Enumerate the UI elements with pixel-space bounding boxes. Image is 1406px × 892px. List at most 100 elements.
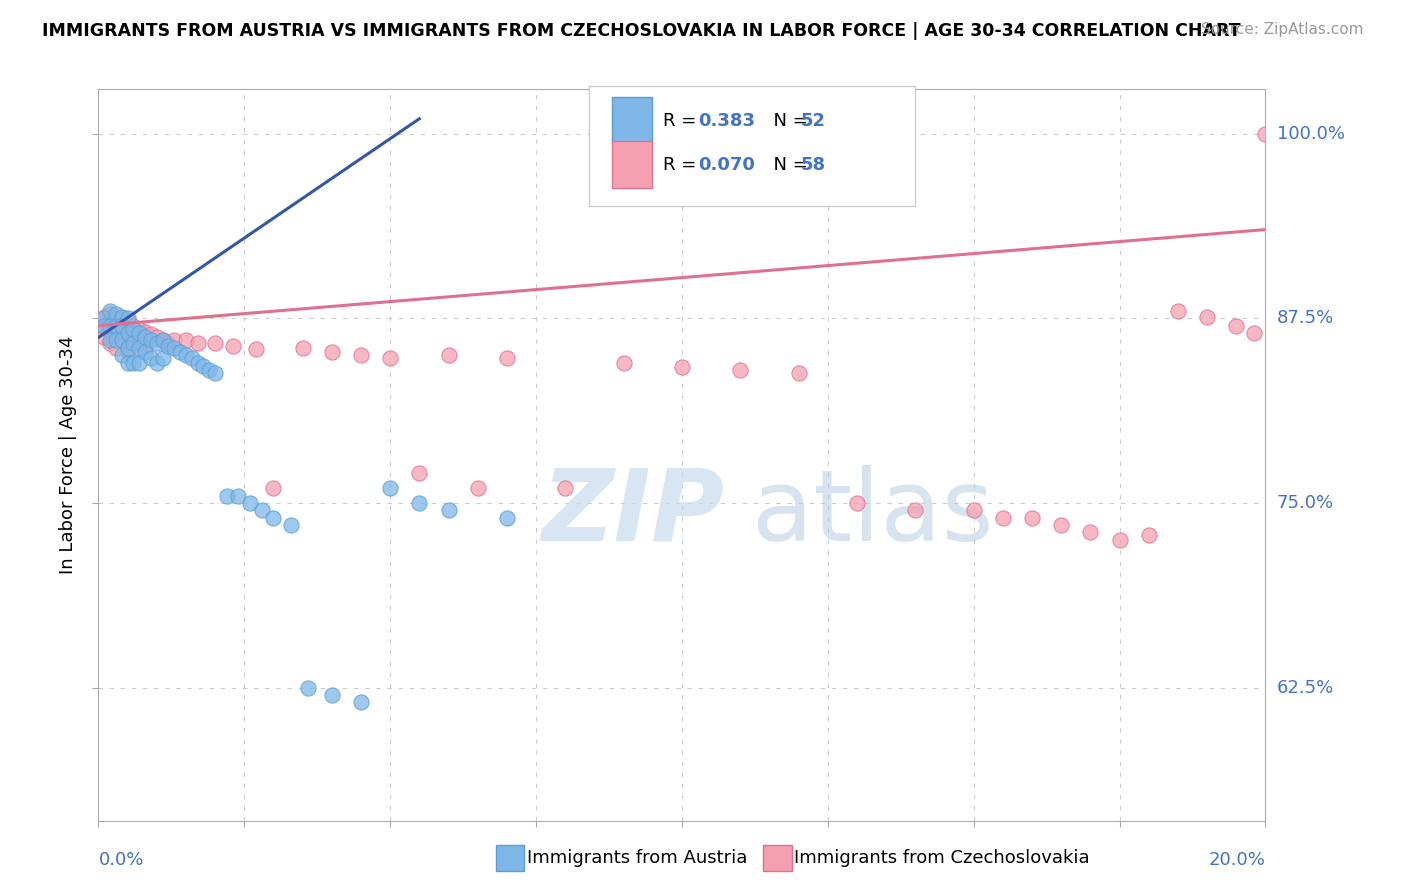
Point bbox=[139, 327, 162, 342]
Point bbox=[111, 348, 134, 362]
Point bbox=[221, 339, 243, 353]
Point bbox=[437, 503, 460, 517]
Point bbox=[98, 307, 121, 321]
Point bbox=[139, 351, 162, 365]
Point bbox=[297, 681, 319, 695]
Point bbox=[157, 336, 180, 351]
Point bbox=[180, 351, 202, 365]
Point bbox=[98, 303, 121, 318]
Text: N =: N = bbox=[762, 112, 814, 129]
Point bbox=[122, 355, 145, 369]
Point bbox=[146, 355, 169, 369]
Point bbox=[98, 321, 121, 335]
Point bbox=[198, 363, 221, 377]
Text: 58: 58 bbox=[801, 155, 827, 174]
Point bbox=[93, 330, 115, 344]
Y-axis label: In Labor Force | Age 30-34: In Labor Force | Age 30-34 bbox=[59, 335, 77, 574]
Point bbox=[111, 334, 134, 348]
Point bbox=[204, 366, 226, 380]
Point bbox=[128, 341, 150, 355]
Text: R =: R = bbox=[664, 112, 702, 129]
Text: 75.0%: 75.0% bbox=[1277, 494, 1334, 512]
FancyBboxPatch shape bbox=[612, 97, 651, 144]
Point bbox=[93, 318, 115, 333]
Text: Immigrants from Czechoslovakia: Immigrants from Czechoslovakia bbox=[794, 849, 1090, 867]
Point bbox=[111, 318, 134, 333]
Point bbox=[111, 311, 134, 326]
Point bbox=[1243, 326, 1265, 340]
Point bbox=[146, 330, 169, 344]
Point bbox=[787, 366, 810, 380]
Point bbox=[671, 359, 693, 374]
Point bbox=[117, 341, 139, 355]
Point bbox=[350, 695, 373, 709]
Point bbox=[104, 311, 127, 326]
FancyBboxPatch shape bbox=[612, 141, 651, 188]
Point bbox=[169, 345, 191, 359]
Point bbox=[152, 351, 174, 365]
Point bbox=[174, 334, 197, 348]
Point bbox=[187, 336, 209, 351]
Point bbox=[134, 339, 156, 353]
Text: 0.0%: 0.0% bbox=[98, 851, 143, 869]
Point bbox=[128, 326, 150, 340]
Point bbox=[1108, 533, 1130, 547]
Text: N =: N = bbox=[762, 155, 814, 174]
Point bbox=[408, 496, 430, 510]
Point bbox=[1167, 303, 1189, 318]
Point bbox=[1021, 510, 1043, 524]
Point bbox=[291, 341, 314, 355]
Point bbox=[904, 503, 927, 517]
Point bbox=[104, 341, 127, 355]
Point bbox=[93, 318, 115, 333]
Text: 0.070: 0.070 bbox=[699, 155, 755, 174]
Point bbox=[163, 334, 186, 348]
Point bbox=[380, 351, 402, 365]
Point bbox=[122, 318, 145, 333]
Point bbox=[245, 343, 267, 357]
Point bbox=[350, 348, 373, 362]
Point bbox=[104, 326, 127, 340]
Point bbox=[139, 334, 162, 348]
Point bbox=[117, 314, 139, 328]
Text: 52: 52 bbox=[801, 112, 825, 129]
Point bbox=[187, 355, 209, 369]
Point bbox=[104, 318, 127, 333]
Point bbox=[204, 336, 226, 351]
Text: atlas: atlas bbox=[752, 465, 994, 562]
Point bbox=[496, 351, 519, 365]
Point bbox=[128, 321, 150, 335]
Point bbox=[122, 334, 145, 348]
Text: Immigrants from Austria: Immigrants from Austria bbox=[527, 849, 748, 867]
Point bbox=[1195, 310, 1218, 324]
Point bbox=[554, 481, 576, 495]
Point bbox=[98, 318, 121, 333]
Text: ZIP: ZIP bbox=[541, 465, 725, 562]
Point bbox=[104, 307, 127, 321]
Point bbox=[128, 355, 150, 369]
Point bbox=[157, 339, 180, 353]
Point bbox=[117, 343, 139, 358]
Text: 62.5%: 62.5% bbox=[1277, 679, 1334, 697]
Point bbox=[846, 496, 869, 510]
Point bbox=[1225, 318, 1247, 333]
Point bbox=[93, 311, 115, 326]
Point bbox=[239, 496, 262, 510]
Text: R =: R = bbox=[664, 155, 702, 174]
Point bbox=[321, 345, 343, 359]
Point bbox=[117, 355, 139, 369]
Point bbox=[262, 510, 284, 524]
Point bbox=[1137, 528, 1160, 542]
Text: Source: ZipAtlas.com: Source: ZipAtlas.com bbox=[1201, 22, 1364, 37]
Point bbox=[163, 341, 186, 355]
Point bbox=[1254, 127, 1277, 141]
Point bbox=[146, 336, 169, 351]
Point bbox=[262, 481, 284, 495]
Point bbox=[730, 363, 752, 377]
Point bbox=[250, 503, 273, 517]
Point bbox=[152, 334, 174, 348]
Point bbox=[280, 518, 302, 533]
Point bbox=[134, 330, 156, 344]
Point bbox=[117, 326, 139, 340]
Point bbox=[380, 481, 402, 495]
